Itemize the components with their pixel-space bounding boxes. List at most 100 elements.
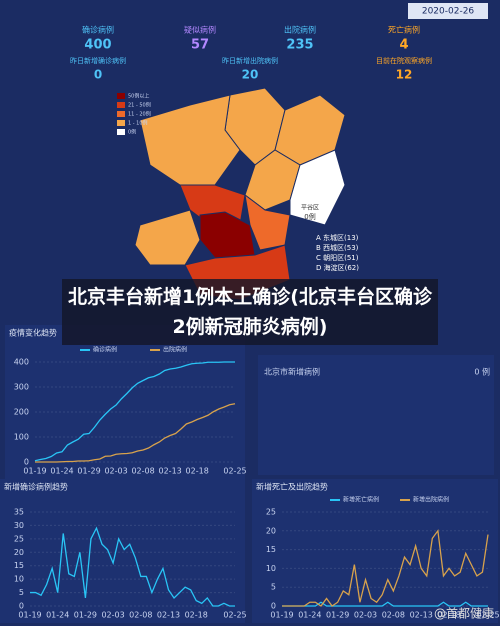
stat-label: 出院病例: [284, 25, 316, 35]
x-tick-label: 02-13: [410, 611, 433, 620]
stat-value: 235: [286, 38, 313, 53]
legend-swatch: [117, 102, 125, 108]
y-tick-label: 25: [266, 508, 276, 517]
legend-label: 新增出院病例: [413, 496, 449, 504]
y-tick-label: 20: [266, 526, 276, 535]
y-tick-label: 300: [14, 383, 29, 392]
x-tick-label: 01-24: [298, 611, 321, 620]
y-tick-label: 5: [19, 588, 24, 597]
stat-value: 0: [94, 68, 102, 82]
stat-label: 昨日新增出院病例: [222, 56, 278, 65]
x-tick-label: 02-25: [476, 611, 499, 620]
district-label: C 朝阳区(51): [316, 253, 359, 262]
x-tick-label: 02-03: [354, 611, 377, 620]
x-tick-label: 02-03: [101, 611, 124, 620]
district-shape: [139, 94, 241, 186]
x-tick-label: 02-25: [223, 611, 246, 620]
stat-value: 57: [191, 38, 209, 53]
x-tick-label: 02-18: [437, 611, 460, 620]
y-tick-label: 10: [14, 575, 24, 584]
x-tick-label: 01-19: [270, 611, 293, 620]
x-tick-label: 02-03: [104, 467, 127, 476]
stat-value: 20: [242, 68, 259, 82]
chart-title: 新增确诊病例趋势: [4, 482, 68, 492]
y-tick-label: 100: [14, 433, 29, 442]
x-tick-label: 01-29: [77, 467, 100, 476]
y-tick-label: 0: [271, 602, 276, 611]
chart-title: 疫情变化趋势: [9, 328, 57, 338]
district-name: 平谷区: [301, 204, 319, 212]
x-tick-label: 02-13: [157, 611, 180, 620]
y-tick-label: 15: [14, 561, 24, 570]
caption: 北京丰台新增1例本土确诊(北京丰台区确诊2例新冠肺炎病例): [62, 279, 438, 345]
panel: [258, 355, 494, 475]
district-label: B 西城区(53): [316, 244, 359, 252]
chart-panel: [252, 479, 498, 623]
chart-title: 新增死亡及出院趋势: [256, 482, 328, 492]
line: [282, 529, 489, 607]
x-tick-label: 02-08: [131, 467, 154, 476]
y-tick-label: 20: [14, 548, 24, 557]
legend-label: 新增死亡病例: [343, 496, 379, 504]
line: [30, 526, 235, 607]
legend-label: 确诊病例: [93, 346, 117, 354]
district-shape: [289, 149, 346, 226]
y-tick-label: 35: [14, 508, 24, 517]
stat-label: 昨日新增确诊病例: [70, 56, 126, 65]
line: [34, 361, 235, 462]
panel-value: 0 例: [474, 367, 490, 377]
legend-label: 0例: [128, 129, 136, 136]
district-label: D 海淀区(62): [316, 263, 359, 272]
legend-label: 出院病例: [163, 346, 187, 354]
map: [134, 87, 346, 301]
stat-value: 400: [84, 38, 111, 53]
line: [35, 403, 236, 463]
legend-swatch: [117, 93, 125, 99]
stat-label: 疑似病例: [184, 25, 216, 35]
stat-label: 目前在院观察病例: [376, 56, 432, 65]
x-tick-label: 01-29: [74, 611, 97, 620]
stat-value: 4: [399, 38, 408, 53]
y-tick-label: 5: [271, 583, 276, 592]
district-count: 0例: [304, 212, 315, 221]
legend-swatch: [117, 129, 125, 135]
legend-label: 50例以上: [128, 93, 149, 100]
legend-label: 11 - 20例: [128, 111, 151, 118]
date-box: [408, 3, 488, 19]
x-tick-label: 01-19: [23, 467, 46, 476]
stat-label: 死亡病例: [388, 25, 420, 35]
legend-swatch: [117, 120, 125, 126]
legend-label: 1 - 10例: [128, 120, 148, 127]
date: 2020-02-26: [422, 7, 475, 17]
y-tick-label: 30: [14, 521, 24, 530]
legend-swatch: [117, 111, 125, 117]
panel-title: 北京市新增病例: [264, 367, 320, 377]
legend-label: 21 - 50例: [128, 102, 151, 109]
x-tick-label: 02-18: [186, 467, 209, 476]
stat-value: 12: [396, 68, 413, 82]
y-tick-label: 400: [14, 358, 29, 367]
x-tick-label: 01-24: [46, 611, 69, 620]
x-tick-label: 01-19: [18, 611, 41, 620]
y-tick-label: 25: [14, 534, 24, 543]
x-tick-label: 02-08: [382, 611, 405, 620]
chart-panel: [0, 479, 245, 623]
x-tick-label: 02-08: [129, 611, 152, 620]
y-tick-label: 0: [19, 602, 24, 611]
line: [282, 601, 488, 607]
y-tick-label: 0: [24, 458, 29, 467]
y-tick-label: 15: [266, 545, 276, 554]
y-tick-label: 10: [266, 564, 276, 573]
x-tick-label: 02-18: [185, 611, 208, 620]
chart-panel: [5, 325, 245, 479]
x-tick-label: 01-29: [326, 611, 349, 620]
x-tick-label: 01-24: [50, 467, 73, 476]
watermark: @首都健康: [434, 606, 494, 621]
y-tick-label: 200: [14, 408, 29, 417]
district-label: A 东城区(13): [316, 233, 359, 242]
x-tick-label: 02-25: [223, 467, 246, 476]
stat-label: 确诊病例: [82, 25, 114, 35]
x-tick-label: 02-13: [159, 467, 182, 476]
